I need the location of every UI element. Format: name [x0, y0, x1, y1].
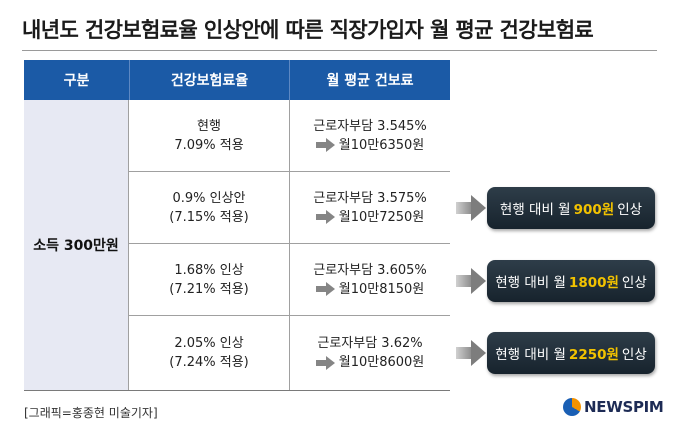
- rate-label: 1.68% 인상: [174, 262, 244, 278]
- globe-icon: [563, 398, 581, 416]
- table-row: 2.05% 인상 (7.24% 적용) 근로자부담 3.62% 월10만8600…: [129, 316, 450, 390]
- increase-badge: 현행 대비 월 2250원 인상: [487, 332, 655, 374]
- arrow-right-icon: [315, 282, 336, 296]
- worker-burden: 근로자부담 3.605%: [313, 262, 427, 278]
- logo-text: NEWSPIM: [584, 398, 664, 416]
- badge-prefix: 현행 대비 월: [495, 275, 566, 291]
- premium-cell: 근로자부담 3.605% 월10만8150원: [289, 244, 450, 315]
- rate-applied: (7.21% 적용): [169, 281, 249, 297]
- table-rows: 현행 7.09% 적용 근로자부담 3.545% 월10만6350원 0.9% …: [129, 100, 450, 390]
- badge-value: 1800원: [568, 275, 619, 291]
- table-header: 구분 건강보험료율 월 평균 건보료: [24, 60, 450, 100]
- monthly-amount: 월10만8600원: [338, 355, 425, 370]
- worker-burden: 근로자부담 3.545%: [313, 118, 427, 134]
- title-divider: [22, 50, 657, 51]
- premium-cell: 근로자부담 3.62% 월10만8600원: [289, 316, 450, 390]
- badge-value: 2250원: [568, 347, 619, 363]
- premium-table: 구분 건강보험료율 월 평균 건보료 소득 300만원 현행 7.09% 적용 …: [24, 60, 450, 391]
- table-row: 0.9% 인상안 (7.15% 적용) 근로자부담 3.575% 월10만725…: [129, 172, 450, 244]
- newspim-logo: NEWSPIM: [563, 398, 664, 416]
- increase-badge: 현행 대비 월 1800원 인상: [487, 260, 655, 302]
- worker-burden: 근로자부담 3.62%: [317, 336, 423, 351]
- rate-cell: 1.68% 인상 (7.21% 적용): [129, 244, 289, 315]
- rate-applied: 7.09% 적용: [174, 137, 244, 153]
- header-premium: 월 평균 건보료: [289, 60, 450, 100]
- monthly-amount: 월10만7250원: [338, 209, 425, 225]
- badge-prefix: 현행 대비 월: [495, 347, 566, 363]
- worker-burden: 근로자부담 3.575%: [313, 190, 427, 206]
- increase-badge: 현행 대비 월 900원 인상: [487, 187, 655, 229]
- monthly-amount: 월10만6350원: [338, 137, 425, 153]
- badge-suffix: 인상: [617, 202, 643, 218]
- rate-applied: (7.24% 적용): [169, 355, 249, 370]
- rate-label: 현행: [197, 118, 221, 134]
- arrow-right-icon: [456, 268, 486, 294]
- badge-value: 900원: [573, 202, 615, 218]
- graphic-credit: [그래픽=홍종현 미술기자]: [24, 406, 158, 420]
- arrow-right-icon: [456, 340, 486, 366]
- table-row: 1.68% 인상 (7.21% 적용) 근로자부담 3.605% 월10만815…: [129, 244, 450, 316]
- badge-suffix: 인상: [621, 275, 647, 291]
- badge-suffix: 인상: [621, 347, 647, 363]
- badge-prefix: 현행 대비 월: [499, 202, 571, 218]
- rate-label: 2.05% 인상: [174, 336, 244, 351]
- rate-cell: 2.05% 인상 (7.24% 적용): [129, 316, 289, 390]
- income-category: 소득 300만원: [24, 100, 129, 390]
- rate-cell: 0.9% 인상안 (7.15% 적용): [129, 172, 289, 243]
- header-category: 구분: [63, 73, 90, 89]
- page-title: 내년도 건강보험료율 인상안에 따른 직장가입자 월 평균 건강보험료: [22, 18, 594, 42]
- arrow-right-icon: [456, 195, 486, 221]
- arrow-right-icon: [315, 355, 336, 370]
- premium-cell: 근로자부담 3.545% 월10만6350원: [289, 100, 450, 171]
- arrow-right-icon: [315, 138, 336, 152]
- rate-applied: (7.15% 적용): [169, 209, 249, 225]
- monthly-amount: 월10만8150원: [338, 281, 425, 297]
- premium-cell: 근로자부담 3.575% 월10만7250원: [289, 172, 450, 243]
- arrow-right-icon: [315, 210, 336, 224]
- rate-cell: 현행 7.09% 적용: [129, 100, 289, 171]
- header-rate: 건강보험료율: [129, 60, 289, 100]
- rate-label: 0.9% 인상안: [172, 190, 246, 206]
- table-body: 소득 300만원 현행 7.09% 적용 근로자부담 3.545% 월10만63…: [24, 100, 450, 391]
- table-row: 현행 7.09% 적용 근로자부담 3.545% 월10만6350원: [129, 100, 450, 172]
